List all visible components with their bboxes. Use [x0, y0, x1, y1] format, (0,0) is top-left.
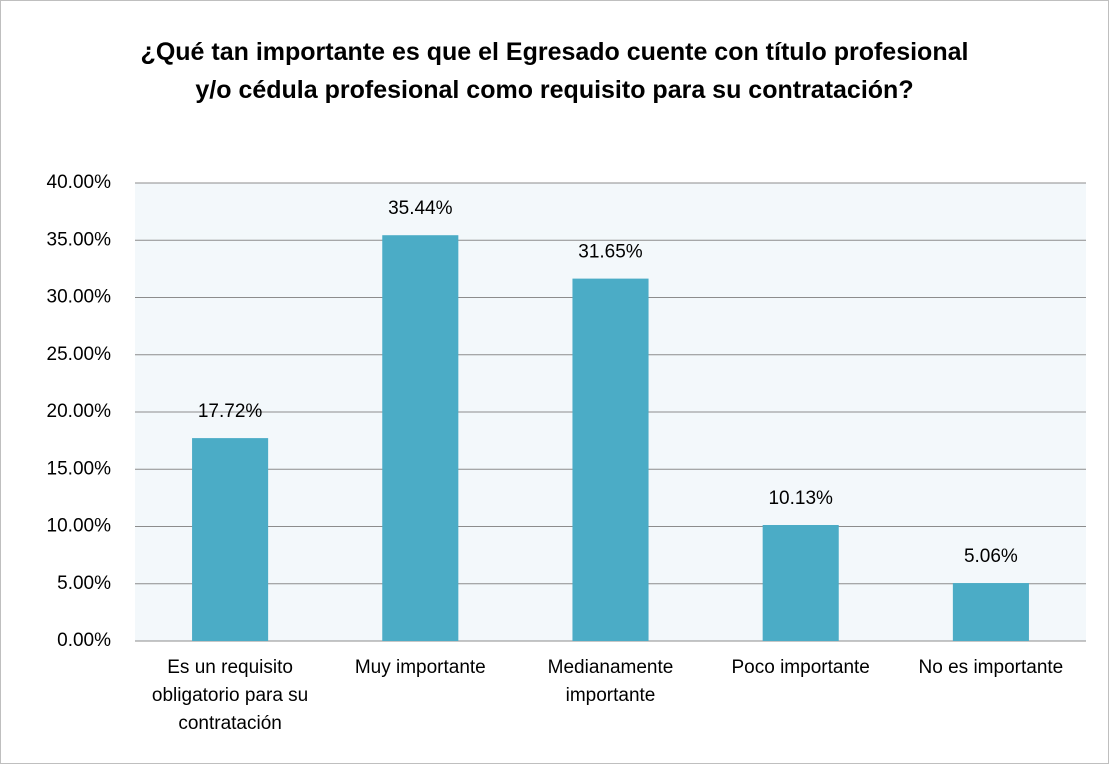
bar: [192, 438, 269, 641]
y-tick-label: 15.00%: [47, 458, 112, 479]
data-label: 5.06%: [964, 546, 1018, 567]
y-tick-label: 20.00%: [47, 401, 112, 422]
x-tick-label: Muy importante: [354, 657, 486, 678]
y-tick-label: 5.00%: [57, 573, 111, 594]
data-label: 31.65%: [578, 242, 643, 263]
y-tick-label: 0.00%: [57, 630, 111, 651]
data-label: 17.72%: [198, 401, 263, 422]
bar: [382, 235, 459, 641]
bar: [952, 583, 1029, 641]
y-tick-label: 25.00%: [47, 344, 112, 365]
data-label: 35.44%: [388, 198, 453, 219]
x-tick-label: Medianamente importante: [547, 657, 674, 706]
data-label: 10.13%: [768, 488, 833, 509]
y-tick-label: 10.00%: [47, 516, 112, 537]
y-tick-label: 40.00%: [47, 172, 112, 193]
y-tick-label: 30.00%: [47, 287, 112, 308]
chart-title: ¿Qué tan importante es que el Egresado c…: [140, 38, 969, 104]
bar: [762, 525, 839, 641]
bar: [572, 278, 649, 641]
x-tick-label: Poco importante: [731, 657, 870, 678]
x-tick-label: No es importante: [918, 657, 1064, 678]
x-tick-label: Es un requisito obligatorio para su cont…: [151, 657, 309, 734]
y-tick-label: 35.00%: [47, 229, 112, 250]
